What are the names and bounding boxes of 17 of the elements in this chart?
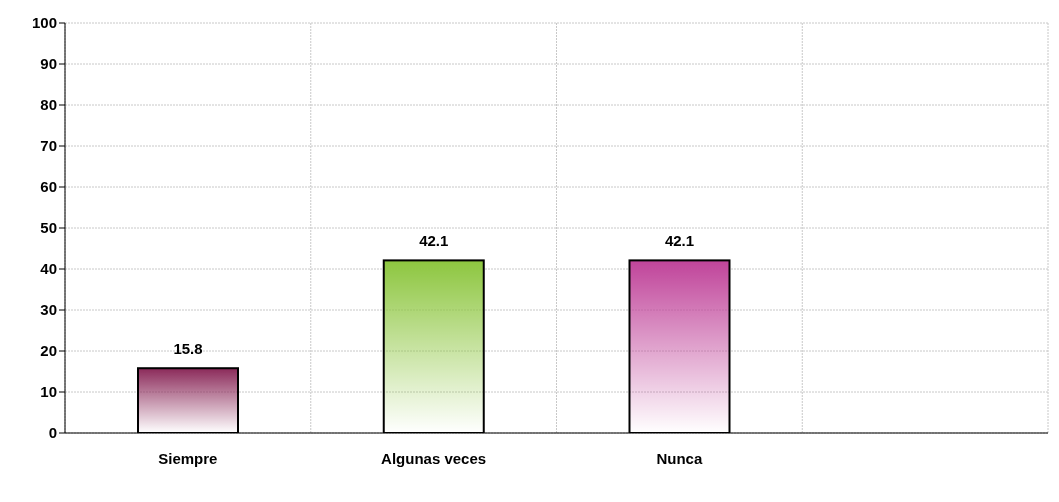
data-label: 15.8 xyxy=(173,340,203,358)
x-tick-label: Siempre xyxy=(158,449,218,467)
y-tick-label: 0 xyxy=(48,424,57,442)
y-tick-label: 90 xyxy=(40,55,57,73)
data-label: 42.1 xyxy=(664,232,695,250)
y-tick-label: 20 xyxy=(40,342,57,360)
y-tick-label: 60 xyxy=(40,178,57,196)
x-tick-label: Nunca xyxy=(656,449,703,467)
y-tick-label: 40 xyxy=(40,260,57,278)
y-tick-label: 10 xyxy=(40,383,57,401)
y-tick-label: 80 xyxy=(40,96,57,114)
data-label: 42.1 xyxy=(419,232,449,250)
y-tick-label: 100 xyxy=(31,14,57,32)
y-tick-label: 30 xyxy=(40,301,57,319)
y-tick-label: 70 xyxy=(40,137,57,155)
y-tick-label: 50 xyxy=(40,219,57,237)
x-tick-label: Algunas veces xyxy=(381,449,487,467)
